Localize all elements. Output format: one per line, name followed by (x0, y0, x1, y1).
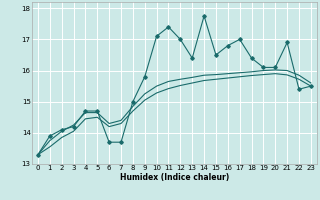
X-axis label: Humidex (Indice chaleur): Humidex (Indice chaleur) (120, 173, 229, 182)
